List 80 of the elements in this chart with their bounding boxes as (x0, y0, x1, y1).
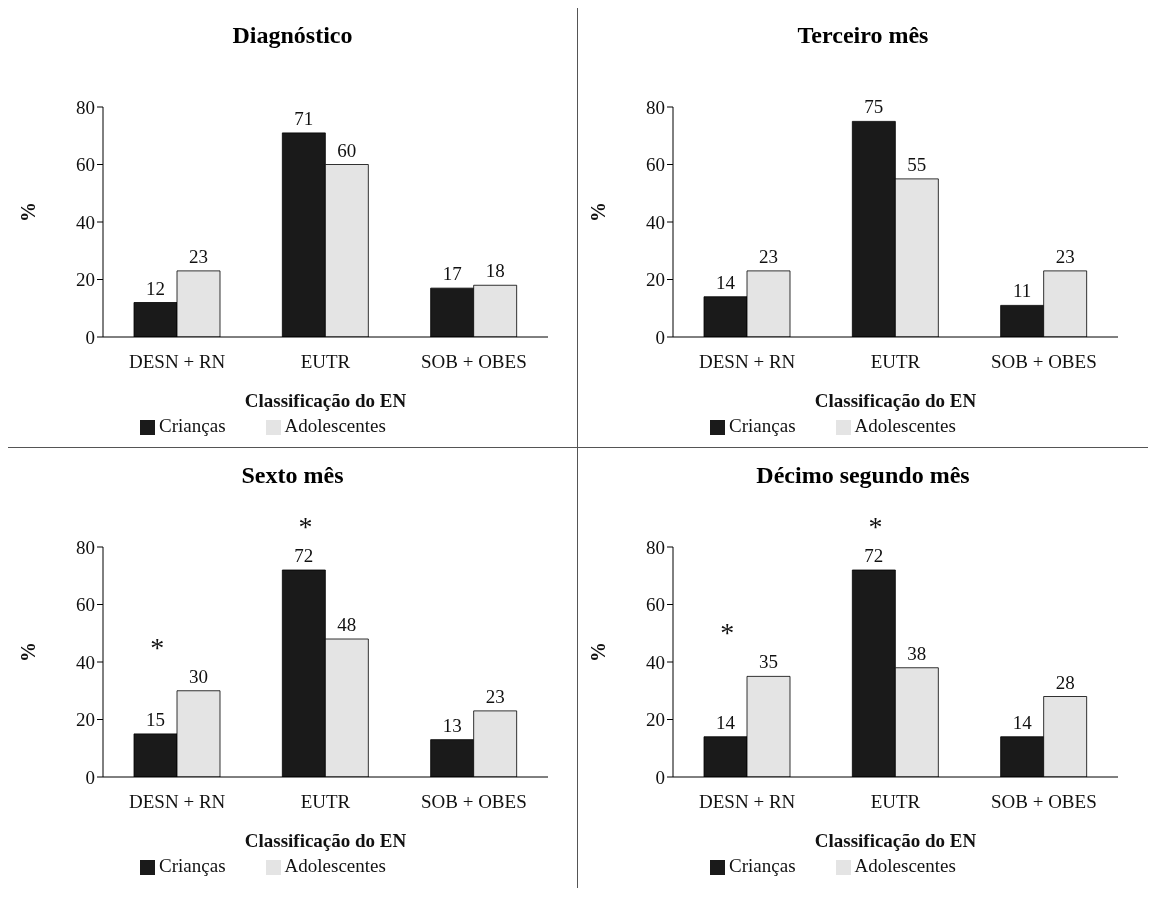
y-tick-label: 60 (76, 594, 95, 616)
y-tick-label: 60 (646, 594, 665, 616)
x-tick-label: EUTR (870, 791, 921, 813)
y-tick-label: 40 (76, 651, 95, 673)
y-tick-label: 0 (85, 766, 95, 788)
x-tick-label: EUTR (300, 351, 351, 373)
x-tick-label: SOB + OBES (990, 791, 1097, 813)
y-tick-label: 80 (646, 536, 665, 558)
data-label: 55 (907, 153, 927, 175)
x-axis-title: Classificação do EN (244, 390, 407, 411)
x-tick-label: EUTR (870, 351, 921, 373)
legend-label: Crianças (159, 415, 226, 436)
data-label: 23 (1055, 245, 1075, 267)
data-label: 75 (864, 96, 884, 118)
legend-label: Adolescentes (284, 415, 386, 436)
y-tick-label: 20 (76, 709, 95, 731)
data-label: 71 (294, 107, 314, 129)
legend-label: Adolescentes (854, 855, 956, 876)
y-tick-label: 40 (76, 211, 95, 233)
legend-label: Adolescentes (284, 855, 386, 876)
text: * (298, 511, 313, 542)
annotation: * (150, 631, 165, 663)
y-axis-title: % (587, 202, 610, 222)
x-tick-label: SOB + OBES (990, 351, 1097, 373)
data-label: 11 (1013, 280, 1032, 302)
legend-label: Crianças (729, 855, 796, 876)
data-label: 30 (189, 665, 208, 687)
y-tick-label: 20 (76, 269, 95, 291)
data-label: 72 (294, 545, 314, 566)
x-tick-label: DESN + RN (129, 791, 226, 813)
y-tick-label: 40 (646, 651, 665, 673)
y-tick-label: 20 (646, 709, 665, 731)
data-label: 72 (864, 545, 884, 566)
data-label: 23 (759, 245, 778, 267)
legend-label: Crianças (159, 855, 226, 876)
chart-title: Sexto mês (240, 462, 345, 490)
y-axis-title: % (587, 642, 610, 662)
y-tick-label: 80 (76, 536, 95, 558)
data-label: 12 (146, 277, 165, 299)
chart-title: Diagnóstico (231, 22, 354, 50)
data-label: 23 (485, 685, 505, 707)
y-tick-label: 80 (646, 96, 665, 118)
data-label: 13 (442, 714, 462, 736)
x-axis-title: Classificação do EN (244, 830, 407, 851)
x-tick-label: DESN + RN (129, 351, 226, 373)
y-tick-label: 0 (85, 326, 95, 348)
chart-title: Terceiro mês (796, 22, 930, 50)
x-tick-label: SOB + OBES (420, 791, 527, 813)
y-tick-label: 60 (646, 154, 665, 176)
y-axis-title: % (17, 642, 40, 662)
x-tick-label: DESN + RN (699, 791, 796, 813)
data-label: 17 (442, 263, 462, 285)
text: * (868, 511, 883, 542)
data-label: 38 (907, 642, 927, 664)
y-tick-label: 20 (646, 269, 665, 291)
data-label: 60 (337, 139, 357, 161)
legend-label: Adolescentes (854, 415, 956, 436)
data-label: 18 (485, 260, 505, 282)
data-label: 14 (1012, 711, 1033, 733)
x-tick-label: DESN + RN (699, 351, 796, 373)
data-label: 35 (759, 651, 778, 673)
data-label: 15 (146, 708, 165, 730)
x-axis-title: Classificação do EN (814, 390, 977, 411)
data-label: 14 (716, 711, 736, 733)
data-label: 23 (189, 245, 208, 267)
x-axis-title: Classificação do EN (814, 830, 977, 851)
y-tick-label: 40 (646, 211, 665, 233)
annotation: * (720, 617, 735, 649)
x-tick-label: SOB + OBES (420, 351, 527, 373)
x-tick-label: EUTR (300, 791, 351, 813)
data-label: 48 (337, 614, 357, 635)
y-tick-label: 60 (76, 154, 95, 176)
y-tick-label: 0 (655, 326, 665, 348)
y-axis-title: % (17, 202, 40, 222)
legend-label: Crianças (729, 415, 796, 436)
y-tick-label: 80 (76, 96, 95, 118)
y-tick-label: 0 (655, 766, 665, 788)
chart-title: Décimo segundo mês (755, 462, 971, 490)
data-label: 14 (716, 271, 736, 293)
data-label: 28 (1055, 671, 1075, 693)
